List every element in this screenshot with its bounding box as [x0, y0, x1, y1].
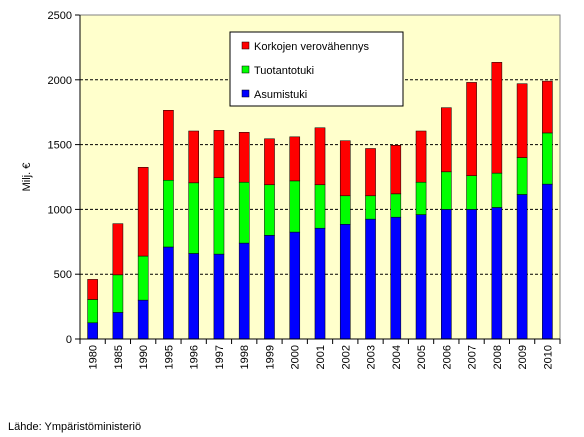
- bar-korkojen-verov-hennys-1999: [264, 138, 275, 186]
- bar-tuotantotuki-2009: [516, 157, 528, 195]
- x-tick-label: 2006: [441, 345, 453, 369]
- bar-tuotantotuki-2005: [415, 181, 427, 215]
- x-tick-label: 2004: [391, 345, 403, 369]
- legend-swatch-korkojen-verov-hennys: [241, 41, 250, 50]
- x-tick-label: 2009: [517, 345, 529, 369]
- bar-tuotantotuki-1997: [213, 177, 225, 255]
- bar-korkojen-verov-hennys-2002: [339, 140, 351, 197]
- source-note: Lähde: Ympäristöministeriö: [8, 421, 142, 433]
- x-tick-label: 2003: [366, 345, 378, 369]
- bar-tuotantotuki-1996: [188, 182, 199, 254]
- x-tick-label: 2001: [315, 345, 327, 369]
- x-tick-label: 1996: [189, 345, 201, 369]
- bar-korkojen-verov-hennys-2001: [314, 127, 326, 186]
- bar-tuotantotuki-2003: [365, 195, 376, 220]
- legend-swatch-asumistuki: [241, 89, 250, 98]
- bar-tuotantotuki-2004: [390, 193, 402, 218]
- legend: Korkojen verovähennys Tuotantotuki Asumist…: [229, 31, 404, 107]
- bar-korkojen-verov-hennys-2006: [441, 107, 452, 173]
- bar-asumistuki-2005: [415, 214, 427, 340]
- bar-tuotantotuki-2010: [542, 132, 553, 185]
- bar-korkojen-verov-hennys-2005: [415, 130, 427, 183]
- bar-korkojen-verov-hennys-1980: [87, 279, 98, 300]
- axes: [75, 14, 561, 344]
- bar-korkojen-verov-hennys-2003: [365, 148, 376, 197]
- x-tick-label: 1980: [88, 345, 100, 369]
- bar-tuotantotuki-2007: [466, 175, 477, 210]
- bar-tuotantotuki-1998: [238, 181, 250, 244]
- bar-asumistuki-2006: [441, 209, 452, 340]
- x-tick-label: 1998: [239, 345, 251, 369]
- bar-asumistuki-2010: [542, 183, 553, 340]
- x-tick-label: 1995: [163, 345, 175, 369]
- bar-korkojen-verov-hennys-1997: [213, 130, 225, 178]
- bar-asumistuki-1995: [163, 246, 174, 340]
- bar-korkojen-verov-hennys-1990: [137, 167, 149, 257]
- bar-korkojen-verov-hennys-1998: [238, 132, 250, 183]
- legend-label: Asumistuki: [254, 89, 307, 101]
- bar-tuotantotuki-2008: [491, 172, 503, 208]
- x-tick-label: 2010: [542, 345, 554, 369]
- legend-swatch-tuotantotuki: [241, 65, 250, 74]
- x-tick-label: 2007: [467, 345, 479, 369]
- bar-korkojen-verov-hennys-2004: [390, 144, 402, 195]
- bar-korkojen-verov-hennys-2007: [466, 82, 477, 176]
- x-tick-label: 1985: [113, 345, 125, 369]
- bar-asumistuki-1980: [87, 322, 98, 340]
- bar-tuotantotuki-1999: [264, 184, 275, 236]
- y-axis-label: Milj. €: [21, 163, 33, 192]
- bar-korkojen-verov-hennys-2009: [516, 83, 528, 158]
- y-tick-label: 0: [66, 334, 72, 346]
- bar-asumistuki-1996: [188, 253, 199, 340]
- x-tick-label: 2005: [416, 345, 428, 369]
- bar-tuotantotuki-2000: [289, 180, 301, 233]
- x-tick-label: 1999: [264, 345, 276, 369]
- bar-asumistuki-1985: [112, 312, 124, 340]
- bar-asumistuki-1999: [264, 235, 275, 340]
- y-tick-label: 500: [54, 269, 72, 281]
- bar-tuotantotuki-1995: [163, 179, 174, 248]
- bar-asumistuki-2009: [516, 194, 528, 340]
- bar-korkojen-verov-hennys-2008: [491, 62, 503, 174]
- x-tick-label: 1990: [138, 345, 150, 369]
- bar-tuotantotuki-2006: [441, 171, 452, 210]
- bar-korkojen-verov-hennys-1985: [112, 223, 124, 276]
- bars: [87, 62, 553, 340]
- bar-asumistuki-2002: [339, 224, 351, 340]
- x-tick-label: 2000: [290, 345, 302, 369]
- bar-asumistuki-2003: [365, 218, 376, 340]
- legend-label: Tuotantotuki: [254, 65, 314, 77]
- y-tick-label: 1000: [48, 204, 72, 216]
- y-tick-label: 2000: [48, 75, 72, 87]
- bar-asumistuki-2007: [466, 209, 477, 340]
- bar-korkojen-verov-hennys-1995: [163, 110, 174, 181]
- bar-asumistuki-1990: [137, 299, 149, 340]
- bar-tuotantotuki-2002: [339, 195, 351, 225]
- x-tick-label: 1997: [214, 345, 226, 369]
- x-tick-label: 2002: [340, 345, 352, 369]
- y-tick-labels: 0 500 1000 1500 2000 2500: [48, 10, 72, 346]
- bar-asumistuki-2001: [314, 227, 326, 340]
- legend-box: [229, 31, 404, 107]
- bar-korkojen-verov-hennys-2010: [542, 80, 553, 134]
- bar-asumistuki-1998: [238, 242, 250, 340]
- bar-tuotantotuki-1990: [137, 255, 149, 301]
- bar-korkojen-verov-hennys-2000: [289, 136, 301, 182]
- y-tick-label: 2500: [48, 10, 72, 22]
- bar-asumistuki-2008: [491, 207, 503, 340]
- x-tick-labels: 1980 1985 1990 1995 1996 1997 1998 1999 2000 2001…: [88, 345, 555, 369]
- bar-korkojen-verov-hennys-1996: [188, 130, 199, 184]
- legend-label: Korkojen verovähennys: [254, 41, 369, 53]
- bar-asumistuki-2004: [390, 216, 402, 340]
- bar-asumistuki-2000: [289, 231, 301, 340]
- bar-tuotantotuki-1985: [112, 274, 124, 313]
- bar-tuotantotuki-2001: [314, 184, 326, 229]
- x-tick-label: 2008: [492, 345, 504, 369]
- y-tick-label: 1500: [48, 140, 72, 152]
- bar-tuotantotuki-1980: [87, 299, 98, 324]
- bar-asumistuki-1997: [213, 253, 225, 340]
